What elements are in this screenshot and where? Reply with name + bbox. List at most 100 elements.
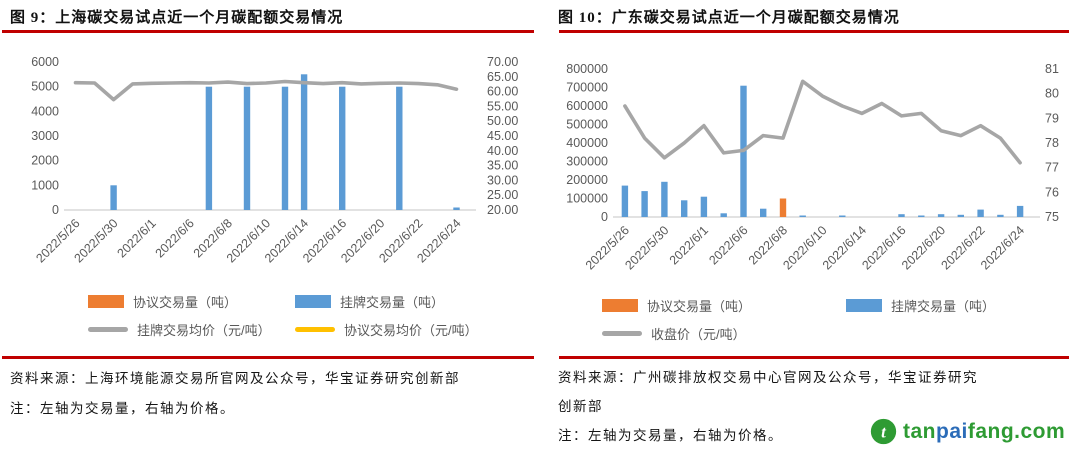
legend-line-swatch: [88, 327, 128, 332]
legend-item: 挂牌交易量（吨）: [846, 296, 995, 315]
legend-line-swatch: [602, 331, 642, 336]
legend-bar-swatch: [295, 295, 331, 308]
bar-2022/6/14: [300, 74, 308, 210]
bar-2022/6/9: [243, 86, 251, 210]
legend-line-swatch: [295, 327, 335, 332]
legend-label: 收盘价（元/吨）: [651, 327, 746, 342]
legend-label: 挂牌交易量（吨）: [891, 299, 996, 314]
x-axis-tick-label: 2022/6/6: [706, 223, 750, 267]
figure-10-title-rule: [559, 30, 1069, 33]
bar-2022/5/27: [641, 191, 648, 217]
left-axis-tick-label: 4000: [31, 104, 59, 118]
right-axis-tick-label: 20.00: [487, 203, 518, 217]
bar-2022/6/21: [957, 214, 964, 217]
logo-text-segment: fang.com: [967, 419, 1066, 443]
left-axis-tick-label: 100000: [566, 192, 608, 206]
legend-label: 挂牌交易量（吨）: [340, 295, 445, 310]
right-axis-tick-label: 50.00: [487, 114, 518, 128]
right-axis-tick-label: 40.00: [487, 144, 518, 158]
legend-item: 挂牌交易均价（元/吨）: [88, 320, 295, 339]
legend-label: 协议交易量（吨）: [133, 295, 238, 310]
x-axis-tick-label: 2022/5/30: [622, 223, 671, 272]
legend-label: 挂牌交易均价（元/吨）: [137, 323, 271, 338]
guangdong-chart-legend: 协议交易量（吨） 挂牌交易量（吨） 收盘价（元/吨）: [602, 296, 995, 343]
figure-9-panel: 图 9：上海碳交易试点近一个月碳配额交易情况 0 1000 2000 3000 4000…: [2, 10, 534, 416]
bar-2022/6/20: [937, 214, 945, 217]
figure-10-title: 图 10：广东碳交易试点近一个月碳配额交易情况: [558, 10, 900, 26]
bar-2022/6/16: [898, 214, 905, 217]
bar-2022/5/31: [681, 200, 688, 217]
figure-9-title-rule: [2, 30, 534, 33]
bar-2022/6/21: [396, 86, 403, 210]
bar-2022/6/17: [918, 215, 925, 217]
legend-item: 协议交易量（吨）: [88, 292, 295, 311]
left-axis-tick-label: 6000: [31, 55, 59, 69]
legend-bar-swatch: [88, 295, 124, 308]
left-axis-tick-label: 600000: [566, 99, 608, 113]
shanghai-chart-svg: 0 1000 2000 3000 4000 5000 6000 20.0025.0030.00…: [31, 55, 518, 265]
right-axis-tick-label: 60.00: [487, 85, 518, 99]
bar-2022/6/13: [839, 215, 846, 217]
figure-10-note: 注：左轴为交易量，右轴为价格。: [558, 428, 783, 443]
x-axis-tick-label: 2022/6/1: [115, 216, 159, 260]
tanpaifang-watermark[interactable]: t tanpaifang.com: [870, 418, 1065, 445]
bar-2022/6/16: [339, 86, 346, 210]
x-axis-tick-label: 2022/6/24: [978, 223, 1027, 272]
legend-item: 挂牌交易量（吨）: [295, 292, 478, 311]
right-axis-tick-label: 76: [1045, 185, 1059, 199]
tanpaifang-logo-text: tanpaifang.com: [903, 420, 1065, 444]
tanpaifang-logo-icon: t: [870, 418, 897, 445]
legend-item: 协议交易均价（元/吨）: [295, 320, 478, 339]
figure-9-source: 资料来源：上海环境能源交易所官网及公众号，华宝证券研究创新部: [10, 371, 460, 386]
bar-2022/6/24: [453, 207, 460, 210]
bar-2022/6/13: [281, 86, 289, 210]
logo-text-segment: tan: [903, 419, 936, 443]
left-axis-tick-label: 1000: [31, 178, 59, 192]
left-axis-tick-label: 2000: [31, 154, 59, 168]
bar-2022/6/2: [720, 213, 727, 217]
bar-2022/6/8: [779, 198, 787, 217]
right-axis-tick-label: 45.00: [487, 129, 518, 143]
left-axis-tick-label: 0: [52, 203, 59, 217]
figure-9-note: 注：左轴为交易量，右轴为价格。: [10, 401, 235, 416]
logo-text-segment: pai: [936, 419, 968, 443]
left-axis-tick-label: 700000: [566, 81, 608, 95]
bar-2022/6/23: [997, 214, 1004, 217]
svg-text:t: t: [881, 422, 887, 441]
bar-2022/6/7: [760, 208, 767, 217]
left-axis-tick-label: 500000: [566, 118, 608, 132]
bar-2022/5/26: [621, 185, 629, 217]
legend-bar-swatch: [846, 299, 882, 312]
legend-label: 协议交易均价（元/吨）: [344, 323, 478, 338]
price-line: [623, 79, 1022, 165]
right-axis-tick-label: 80: [1045, 87, 1059, 101]
bar-2022/6/7: [205, 86, 213, 210]
right-axis-tick-label: 55.00: [487, 99, 518, 113]
legend-item: 协议交易量（吨）: [602, 296, 846, 315]
guangdong-chart-svg: 0 100000 200000 300000 400000 500000 600000 700…: [566, 62, 1059, 272]
right-axis-tick-label: 70.00: [487, 55, 518, 69]
right-axis-tick-label: 65.00: [487, 70, 518, 84]
right-axis-tick-label: 77: [1045, 161, 1059, 175]
figure-9-source-rule: [2, 356, 534, 359]
right-axis-tick-label: 81: [1045, 62, 1059, 76]
legend-bar-swatch: [602, 299, 638, 312]
left-axis-tick-label: 800000: [566, 62, 608, 76]
shanghai-chart-legend: 协议交易量（吨） 挂牌交易量（吨） 挂牌交易均价（元/吨） 协议交易均价（元/吨）: [88, 292, 478, 339]
figure-9-title: 图 9：上海碳交易试点近一个月碳配额交易情况: [10, 10, 344, 26]
x-axis-tick-label: 2022/6/1: [667, 223, 711, 267]
figure-10-source-line-2: 创新部: [558, 399, 603, 414]
legend-label: 协议交易量（吨）: [647, 299, 752, 314]
bar-2022/6/24: [1016, 205, 1024, 217]
left-axis-tick-label: 5000: [31, 80, 59, 94]
left-axis-tick-label: 400000: [566, 136, 608, 150]
left-axis-tick-label: 0: [601, 210, 608, 224]
right-axis-tick-label: 78: [1045, 136, 1059, 150]
right-axis-tick-label: 35.00: [487, 159, 518, 173]
figure-10-source-rule: [559, 356, 1069, 359]
price-line: [73, 79, 459, 102]
figure-10-source-line-1: 资料来源：广州碳排放权交易中心官网及公众号，华宝证券研究: [558, 370, 978, 385]
left-axis-tick-label: 3000: [31, 129, 59, 143]
right-axis-tick-label: 75: [1045, 210, 1059, 224]
